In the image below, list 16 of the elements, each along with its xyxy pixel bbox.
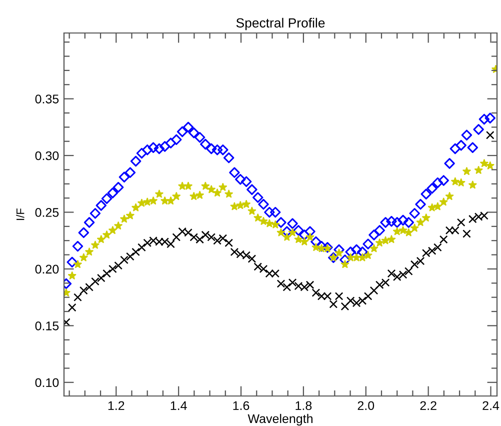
x-axis-title: Wavelength [248, 414, 312, 426]
y-tick-label: 0.30 [35, 151, 59, 160]
y-tick-label: 0.15 [35, 321, 59, 330]
y-tick-label: 0.25 [35, 208, 59, 217]
x-tick-label: 1.6 [233, 401, 250, 410]
x-tick-label: 2.4 [482, 401, 500, 410]
y-axis-title: I/F [16, 208, 24, 220]
x-tick-label: 1.4 [170, 401, 187, 410]
x-tick-label: 2.0 [358, 401, 374, 410]
y-tick-label: 0.10 [35, 378, 59, 388]
x-tick-label: 2.2 [420, 401, 436, 410]
y-tick-label: 0.35 [35, 94, 59, 104]
chart-title: Spectral Profile [236, 18, 325, 30]
x-tick-label: 1.2 [108, 401, 124, 410]
y-tick-label: 0.20 [35, 264, 59, 274]
x-tick-label: 1.8 [296, 401, 312, 410]
